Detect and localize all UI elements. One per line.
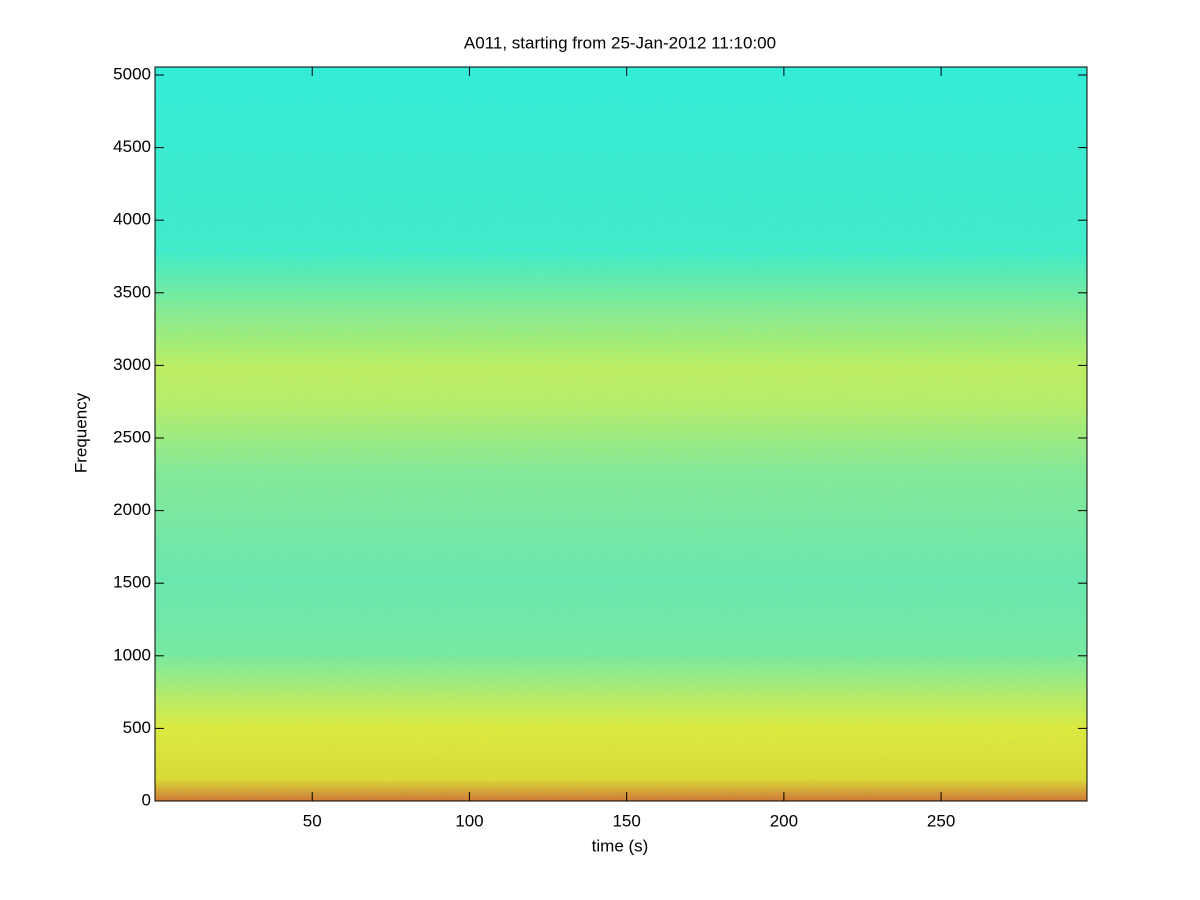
chart-title: A011, starting from 25-Jan-2012 11:10:00: [464, 33, 776, 52]
y-tick-label: 500: [123, 718, 151, 737]
y-tick-label: 5000: [113, 64, 151, 83]
y-tick-label: 1000: [113, 645, 151, 664]
y-axis-label: Frequency: [71, 392, 90, 473]
y-tick-label: 0: [142, 790, 151, 809]
y-tick-label: 1500: [113, 573, 151, 592]
y-tick-label: 3500: [113, 282, 151, 301]
axes-box: [154, 66, 1088, 802]
y-tick-label: 2500: [113, 427, 151, 446]
x-tick-label: 200: [770, 811, 798, 830]
spectrogram-texture: [155, 67, 1087, 801]
x-tick-label: 250: [927, 811, 955, 830]
y-tick-label: 4000: [113, 210, 151, 229]
x-tick-label: 50: [303, 811, 322, 830]
x-axis-label: time (s): [592, 836, 649, 855]
x-tick-label: 100: [455, 811, 483, 830]
y-tick-label: 3000: [113, 355, 151, 374]
y-tick-label: 4500: [113, 137, 151, 156]
y-tick-label: 2000: [113, 500, 151, 519]
x-tick-label: 150: [612, 811, 640, 830]
